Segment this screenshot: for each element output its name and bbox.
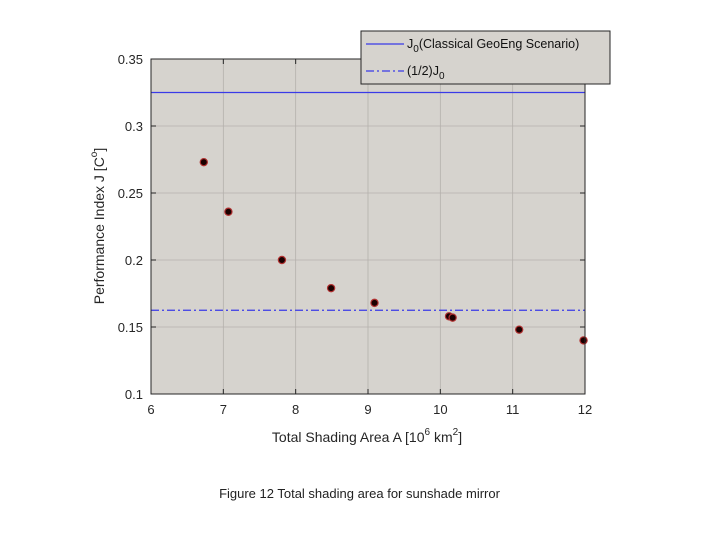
y-tick-label: 0.3 — [125, 119, 143, 134]
y-axis-label-end: ] — [91, 148, 107, 152]
x-axis-label-end: ] — [458, 429, 462, 445]
x-axis-ticks: 6 7 8 9 10 11 12 — [147, 59, 592, 417]
legend-box — [360, 30, 611, 85]
x-tick-label: 8 — [292, 402, 299, 417]
x-axis-label-mid: km — [430, 429, 453, 445]
y-tick-label: 0.2 — [125, 253, 143, 268]
legend-entry-j0-main: J — [407, 37, 413, 51]
x-tick-label: 6 — [147, 402, 154, 417]
data-point — [277, 255, 287, 265]
y-axis-label-main: Performance Index J [C — [91, 157, 107, 304]
figure-caption: Figure 12 Total shading area for sunshad… — [219, 486, 500, 501]
x-axis-label-sup2: 2 — [453, 427, 459, 438]
legend-entry-half-j0: (1/2)J0 — [407, 64, 445, 82]
y-tick-label: 0.35 — [118, 52, 143, 67]
x-axis-label: Total Shading Area A [106 km2] — [272, 427, 462, 445]
data-point — [224, 207, 233, 216]
y-axis-label: Performance Index J [Co] — [89, 148, 107, 305]
y-tick-label: 0.15 — [118, 320, 143, 335]
legend-entry-j0: J0(Classical GeoEng Scenario) — [407, 37, 579, 55]
data-point — [199, 157, 209, 167]
x-tick-label: 10 — [433, 402, 447, 417]
reference-lines — [151, 91, 585, 311]
legend-entry-half-j0-sub: 0 — [439, 71, 445, 82]
x-tick-label: 11 — [506, 402, 520, 417]
data-point — [579, 336, 588, 345]
data-point — [514, 325, 524, 334]
legend-entry-j0-tail: (Classical GeoEng Scenario) — [419, 37, 580, 51]
legend-entry-j0-sub: 0 — [413, 44, 419, 55]
legend-entry-half-j0-main: (1/2)J — [407, 64, 439, 78]
x-axis-label-sup1: 6 — [425, 427, 431, 438]
x-tick-label: 9 — [364, 402, 371, 417]
y-tick-label: 0.1 — [125, 387, 143, 402]
y-axis-label-sup: o — [89, 151, 100, 157]
data-point — [448, 313, 457, 322]
scatter-chart: 6 7 8 9 10 11 12 0.1 0.15 0.2 0.25 0.3 0.35 Total S… — [89, 30, 611, 445]
legend: J0(Classical GeoEng Scenario) (1/2)J0 — [360, 30, 611, 85]
grid-lines — [151, 59, 585, 394]
x-axis-label-main: Total Shading Area A [10 — [272, 429, 425, 445]
x-tick-label: 7 — [220, 402, 227, 417]
y-axis-ticks: 0.1 0.15 0.2 0.25 0.3 0.35 — [118, 52, 585, 402]
y-tick-label: 0.25 — [118, 186, 143, 201]
x-tick-label: 12 — [578, 402, 592, 417]
data-point — [370, 298, 379, 308]
data-point — [326, 283, 336, 293]
